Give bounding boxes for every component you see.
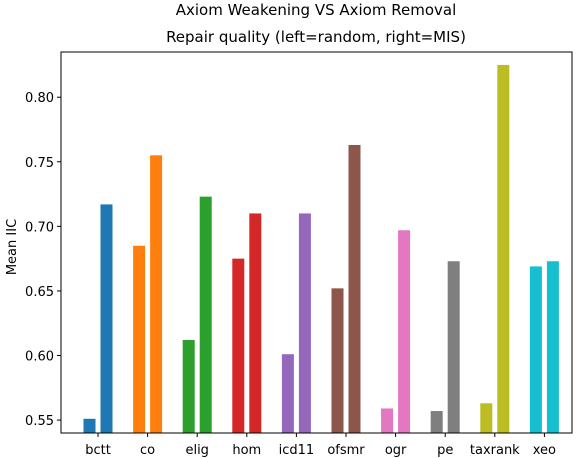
- y-tick-label: 0.80: [25, 91, 54, 106]
- x-tick-label: elig: [185, 443, 208, 458]
- bar-random-elig: [182, 340, 195, 433]
- bar-random-xeo: [529, 266, 542, 433]
- plot-frame: [60, 51, 573, 434]
- ticks-group: bctt co elig hom icd11 ofsmr ogr pe taxrank xeo 0.…: [25, 91, 556, 458]
- bar-mis-bctt: [100, 204, 113, 433]
- y-tick-label: 0.75: [25, 156, 54, 171]
- bar-random-ogr: [381, 408, 394, 433]
- x-tick-label: bctt: [85, 443, 111, 458]
- y-tick-label: 0.55: [25, 414, 54, 429]
- y-tick-label: 0.60: [25, 350, 54, 365]
- x-tick-label: icd11: [279, 443, 315, 458]
- y-tick-label: 0.65: [25, 285, 54, 300]
- x-tick-label: ofsmr: [327, 443, 365, 458]
- bar-mis-ogr: [398, 230, 411, 433]
- x-tick-label: xeo: [533, 443, 556, 458]
- y-tick-label: 0.70: [25, 220, 54, 235]
- bar-random-co: [133, 245, 146, 433]
- bar-random-hom: [232, 258, 245, 433]
- x-tick-label: co: [140, 443, 155, 458]
- bar-random-icd11: [281, 354, 294, 433]
- bar-mis-hom: [249, 213, 262, 433]
- bar-random-ofsmr: [331, 288, 344, 433]
- bar-mis-pe: [447, 261, 460, 433]
- bar-mis-ofsmr: [348, 144, 361, 433]
- x-tick-label: ogr: [385, 443, 407, 458]
- x-tick-label: pe: [437, 443, 453, 458]
- x-tick-label: hom: [232, 443, 261, 458]
- bar-random-taxrank: [480, 403, 493, 433]
- bars-group: [83, 64, 559, 434]
- bar-mis-elig: [199, 196, 212, 433]
- chart-title: Axiom Weakening VS Axiom Removal: [176, 1, 457, 19]
- chart-subtitle: Repair quality (left=random, right=MIS): [166, 28, 466, 46]
- bar-random-pe: [430, 411, 443, 433]
- x-tick-label: taxrank: [470, 443, 520, 458]
- bar-random-bctt: [83, 418, 96, 433]
- bar-mis-xeo: [546, 261, 559, 433]
- bar-mis-icd11: [298, 213, 311, 433]
- bar-mis-taxrank: [497, 64, 510, 433]
- y-axis-label: Mean IIC: [5, 219, 20, 275]
- bar-mis-co: [150, 155, 163, 434]
